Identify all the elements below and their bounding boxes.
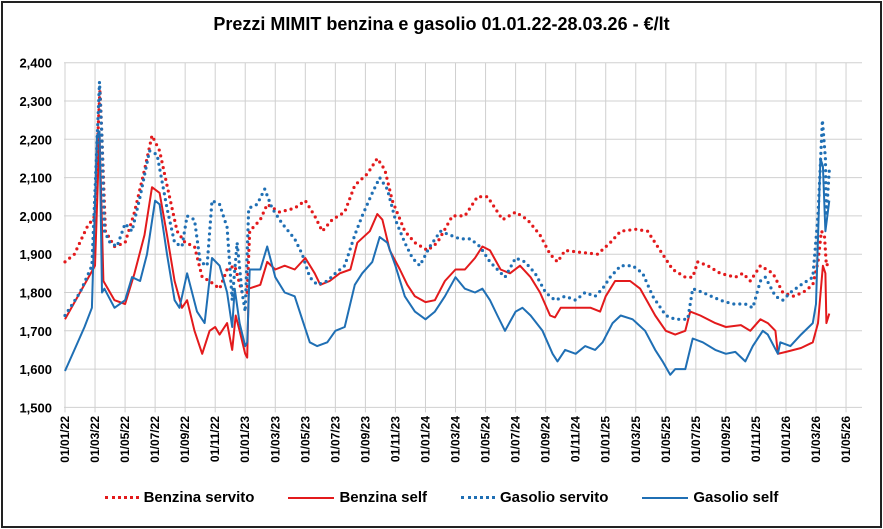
x-tick-label: 01/03/23	[268, 416, 282, 463]
solid-line-swatch-icon	[642, 496, 689, 499]
x-tick-label: 01/11/25	[749, 416, 763, 462]
y-tick-label: 1,500	[19, 400, 52, 415]
y-tick-label: 2,400	[19, 56, 52, 71]
y-tick-label: 2,200	[19, 132, 52, 147]
x-tick-label: 01/09/22	[178, 416, 192, 463]
legend-label: Benzina self	[339, 489, 427, 506]
x-tick-label: 01/11/22	[208, 416, 222, 462]
x-tick-label: 01/03/25	[629, 416, 643, 463]
x-tick-label: 01/01/23	[238, 416, 252, 463]
legend-item: Benzina servito	[104, 489, 255, 506]
x-tick-label: 01/07/24	[509, 416, 523, 463]
solid-line-swatch-icon	[288, 496, 335, 499]
legend-label: Benzina servito	[143, 489, 255, 506]
x-tick-label: 01/09/25	[719, 416, 733, 463]
x-tick-label: 01/05/24	[479, 416, 493, 463]
x-tick-label: 01/09/23	[358, 416, 372, 463]
x-tick-label: 01/03/22	[88, 416, 102, 463]
legend-label: Gasolio servito	[500, 489, 609, 506]
x-tick-label: 01/07/25	[689, 416, 703, 463]
x-tick-label: 01/01/24	[418, 416, 432, 463]
y-tick-label: 1,900	[19, 247, 52, 262]
x-tick-label: 01/09/24	[539, 416, 553, 463]
legend-item: Benzina self	[288, 489, 427, 506]
dotted-line-swatch-icon	[104, 496, 139, 499]
x-tick-label: 01/11/24	[569, 416, 583, 462]
y-tick-label: 1,700	[19, 324, 52, 339]
x-tick-label: 01/03/26	[809, 416, 823, 463]
x-tick-label: 01/01/25	[599, 416, 613, 463]
dotted-line-swatch-icon	[461, 496, 495, 499]
y-tick-label: 1,800	[19, 286, 52, 301]
x-tick-label: 01/05/25	[659, 416, 673, 463]
y-tick-label: 2,100	[19, 171, 52, 186]
series-line-gasolio-self	[64, 130, 831, 376]
chart-title: Prezzi MIMIT benzina e gasolio 01.01.22-…	[213, 14, 670, 34]
series-line-benzina-self	[64, 130, 831, 359]
y-tick-label: 2,000	[19, 209, 52, 224]
x-tick-label: 01/01/22	[58, 416, 72, 463]
x-tick-label: 01/03/24	[449, 416, 463, 463]
legend-item: Gasolio self	[642, 489, 778, 506]
x-tick-label: 01/07/22	[148, 416, 162, 463]
legend-label: Gasolio self	[693, 489, 779, 506]
y-tick-label: 1,600	[19, 362, 52, 377]
x-tick-label: 01/01/26	[779, 416, 793, 463]
x-tick-label: 01/05/22	[118, 416, 132, 463]
x-tick-label: 01/11/23	[388, 416, 402, 462]
legend-item: Gasolio servito	[461, 489, 608, 506]
series-line-benzina-servito	[63, 87, 831, 298]
x-tick-label: 01/05/26	[839, 416, 853, 463]
y-tick-label: 2,300	[19, 94, 52, 109]
x-tick-label: 01/07/23	[328, 416, 342, 463]
x-tick-label: 01/05/23	[298, 416, 312, 463]
series-line-gasolio-servito	[63, 80, 831, 321]
legend: Benzina servito Benzina self Gasolio servi…	[0, 489, 883, 506]
